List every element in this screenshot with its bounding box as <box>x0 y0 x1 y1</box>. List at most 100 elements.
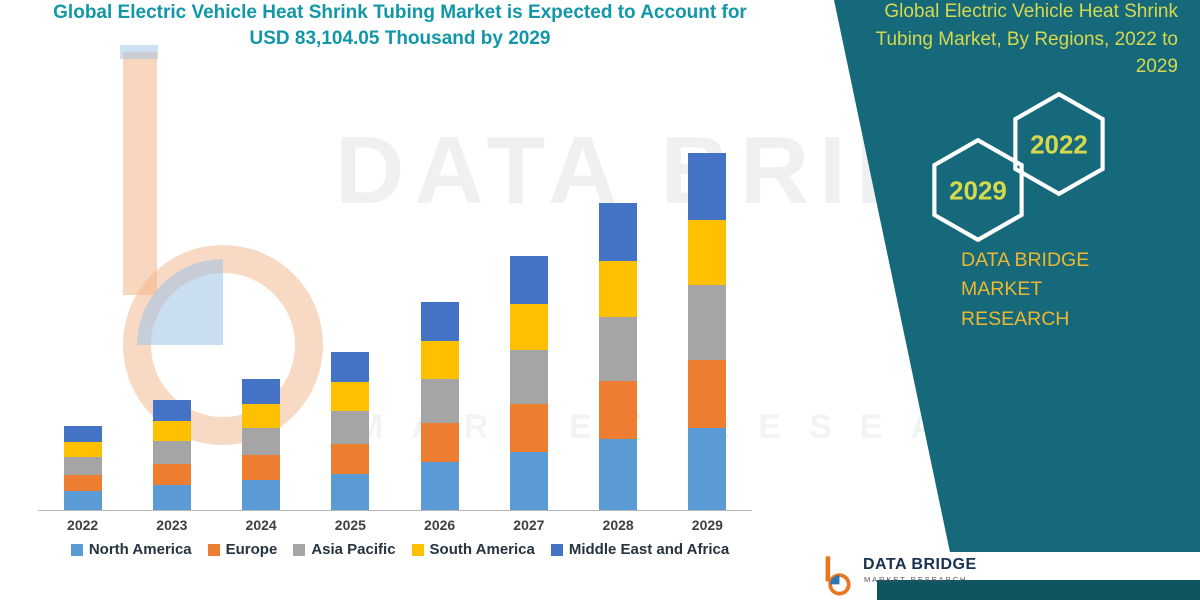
bar-stack-2024 <box>242 379 281 510</box>
legend-item-europe: Europe <box>207 541 278 558</box>
bar-column-2022 <box>38 426 127 510</box>
legend-swatch-middle-east-and-africa <box>550 543 563 556</box>
bar-segment-europe <box>63 475 102 491</box>
bar-column-2023 <box>127 400 216 510</box>
x-axis-labels: 2022 2023 2024 2025 2026 2027 2028 2029 <box>38 517 752 533</box>
bar-segment-middle-east-and-africa <box>242 379 281 404</box>
x-axis-label-2027: 2027 <box>513 517 545 533</box>
footer-logo-area: DATA BRIDGE MARKET RESEARCH <box>805 552 1200 600</box>
hexagon-badge-2022: 2022 <box>1013 91 1105 197</box>
bar-segment-middle-east-and-africa <box>63 426 102 442</box>
panel-title: Global Electric Vehicle Heat Shrink Tubi… <box>875 1 1178 78</box>
bar-segment-north-america <box>242 480 281 510</box>
bar-stack-2026 <box>420 302 459 510</box>
bar-segment-asia-pacific <box>688 285 727 360</box>
bar-segment-north-america <box>599 439 638 510</box>
chart-legend: North America Europe Asia Pacific South Ame… <box>0 541 800 558</box>
legend-swatch-europe <box>207 543 220 556</box>
x-axis-line <box>38 510 752 511</box>
bar-segment-south-america <box>152 421 191 441</box>
bar-segment-europe <box>688 360 727 428</box>
hexagon-badge-2029: 2029 <box>932 137 1024 243</box>
bar-segment-south-america <box>63 442 102 457</box>
bar-segment-europe <box>152 464 191 485</box>
bar-segment-north-america <box>688 428 727 510</box>
stacked-bar-chart: 2022 2023 2024 2025 2026 2027 2028 2029 <box>38 133 752 533</box>
chart-title: Global Electric Vehicle Heat Shrink Tubi… <box>5 0 795 51</box>
bar-segment-middle-east-and-africa <box>599 203 638 261</box>
bar-stack-2027 <box>509 256 548 510</box>
bar-segment-middle-east-and-africa <box>331 352 370 382</box>
bar-segment-south-america <box>688 220 727 285</box>
bar-segment-south-america <box>509 304 548 350</box>
bar-column-2027 <box>484 256 573 510</box>
bar-segment-north-america <box>420 462 459 510</box>
logo-b-icon <box>825 556 851 596</box>
bar-segment-asia-pacific <box>599 317 638 381</box>
footer-brand-subtitle: MARKET RESEARCH <box>864 575 968 584</box>
bar-stack-2025 <box>331 352 370 510</box>
bar-segment-north-america <box>331 474 370 510</box>
badge-year-2029: 2029 <box>949 175 1007 205</box>
bar-segment-middle-east-and-africa <box>688 153 727 220</box>
bar-segment-middle-east-and-africa <box>420 302 459 341</box>
bar-segment-europe <box>242 455 281 480</box>
bar-segment-europe <box>509 404 548 452</box>
bar-segment-asia-pacific <box>242 428 281 455</box>
bar-segment-north-america <box>152 485 191 510</box>
bar-segment-asia-pacific <box>63 457 102 475</box>
panel-brand-line1: DATA BRIDGE MARKET <box>961 249 1090 301</box>
legend-swatch-asia-pacific <box>293 543 306 556</box>
chart-title-line2: USD 83,104.05 Thousand by 2029 <box>249 27 551 49</box>
panel-brand-name: DATA BRIDGE MARKET RESEARCH <box>961 246 1166 334</box>
side-panel: Global Electric Vehicle Heat Shrink Tubi… <box>834 0 1200 600</box>
bar-segment-asia-pacific <box>509 350 548 404</box>
bar-column-2024 <box>217 379 306 510</box>
legend-swatch-south-america <box>411 543 424 556</box>
x-axis-label-2026: 2026 <box>424 517 456 533</box>
bar-column-2029 <box>663 153 752 510</box>
legend-item-north-america: North America <box>70 541 192 558</box>
x-axis-label-2025: 2025 <box>334 517 366 533</box>
bar-segment-europe <box>420 423 459 462</box>
bar-segment-asia-pacific <box>420 379 459 423</box>
legend-swatch-north-america <box>70 543 83 556</box>
panel-brand-line2: RESEARCH <box>961 307 1070 330</box>
legend-item-middle-east-and-africa: Middle East and Africa <box>550 541 730 558</box>
bar-segment-north-america <box>509 452 548 510</box>
bar-segment-asia-pacific <box>152 441 191 464</box>
footer-teal-strip <box>877 580 1200 600</box>
bar-segment-europe <box>599 381 638 439</box>
bar-stack-2022 <box>63 426 102 510</box>
data-bridge-logo-icon <box>819 554 857 601</box>
x-axis-label-2029: 2029 <box>691 517 723 533</box>
bar-segment-south-america <box>331 382 370 411</box>
legend-label: South America <box>429 541 535 558</box>
x-axis-label-2028: 2028 <box>602 517 634 533</box>
bar-stack-2023 <box>152 400 191 510</box>
plot-area <box>38 133 752 510</box>
logo-b-icon <box>120 45 323 445</box>
hexagon-outline-icon <box>932 137 1024 243</box>
footer-brand-name: DATA BRIDGE <box>863 556 977 573</box>
legend-item-asia-pacific: Asia Pacific <box>293 541 396 558</box>
legend-label: Middle East and Africa <box>568 541 730 558</box>
hexagon-outline-icon <box>1013 91 1105 197</box>
x-axis-label-2022: 2022 <box>67 517 99 533</box>
x-axis-label-2023: 2023 <box>156 517 188 533</box>
bar-segment-middle-east-and-africa <box>152 400 191 421</box>
x-axis-label-2024: 2024 <box>245 517 277 533</box>
bar-segment-south-america <box>242 404 281 428</box>
legend-label: North America <box>88 541 192 558</box>
bar-column-2028 <box>574 203 663 510</box>
bar-column-2025 <box>306 352 395 510</box>
badge-year-2022: 2022 <box>1030 129 1088 159</box>
bar-segment-south-america <box>420 341 459 379</box>
bar-stack-2028 <box>599 203 638 510</box>
bar-segment-south-america <box>599 261 638 317</box>
bar-column-2026 <box>395 302 484 510</box>
bar-segment-north-america <box>63 491 102 510</box>
bar-segment-asia-pacific <box>331 411 370 444</box>
bar-segment-europe <box>331 444 370 474</box>
legend-label: Europe <box>225 541 278 558</box>
